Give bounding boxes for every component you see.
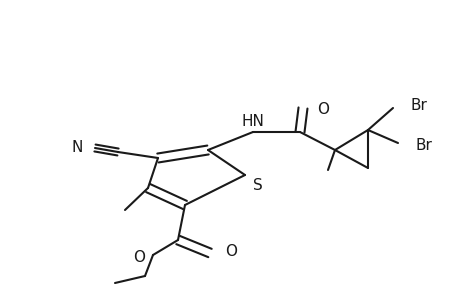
- Text: S: S: [252, 178, 262, 193]
- Text: O: O: [224, 244, 236, 259]
- Text: N: N: [72, 140, 83, 155]
- Text: Br: Br: [415, 137, 432, 152]
- Text: O: O: [133, 250, 145, 265]
- Text: HN: HN: [241, 115, 264, 130]
- Text: O: O: [316, 103, 328, 118]
- Text: Br: Br: [410, 98, 427, 113]
